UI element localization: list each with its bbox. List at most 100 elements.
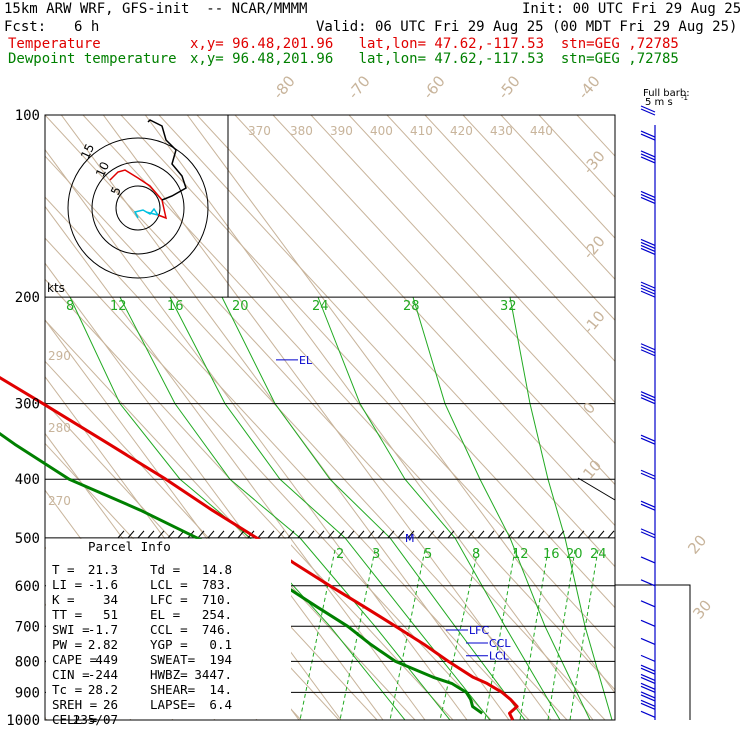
parcel-index-cell: SHEAR= [150, 682, 195, 697]
pressure-label: 800 [15, 654, 40, 670]
hatch-mark [497, 530, 505, 539]
parcel-index-cell: SWI = [52, 622, 90, 637]
isotherm [144, 115, 594, 720]
dry-adiabat [120, 115, 615, 650]
hatch-mark [277, 530, 285, 539]
hatch-mark [477, 530, 485, 539]
parcel-index-cell: YGP = [150, 637, 188, 652]
wind-barb [640, 637, 656, 645]
isotherm-label: 30 [689, 596, 715, 622]
hatch-mark [397, 530, 405, 539]
wind-barb-flag [640, 153, 656, 161]
dry-adiabat [348, 115, 615, 404]
parcel-info-title: Parcel Info [88, 539, 171, 554]
wind-barb [640, 579, 656, 587]
pressure-label: 300 [15, 397, 40, 413]
mixing-ratio-label: 5 [424, 547, 432, 562]
moist-adiabat [221, 296, 526, 720]
pressure-label: 400 [15, 472, 40, 488]
wind-barb [640, 556, 656, 564]
parcel-index-cell: 34 [103, 592, 118, 607]
parcel-index-cell: LFC = [150, 592, 188, 607]
parcel-index-cell: EL = [150, 607, 180, 622]
wind-barb [640, 130, 656, 141]
parcel-index-cell: K = [52, 592, 75, 607]
isotherm-label: 20 [684, 531, 710, 557]
dry-adiabat [462, 115, 615, 280]
parcel-index-cell: 2.82 [88, 637, 118, 652]
parcel-index-cell: Td = [150, 562, 180, 577]
dry-adiabat [500, 115, 615, 239]
wind-barb-flag [640, 391, 656, 399]
parcel-index-cell: 28.2 [88, 682, 118, 697]
wind-barb-flag [640, 600, 656, 608]
hatch-mark [587, 530, 595, 539]
dry-adiabat [386, 115, 615, 363]
isotherm-label: -60 [419, 72, 449, 102]
wind-barb-flag [640, 133, 656, 141]
dry-adiabat [538, 115, 615, 198]
hatch-mark [487, 530, 495, 539]
theta-label: 420 [450, 124, 473, 138]
parcel-index-cell: 0.1 [209, 637, 232, 652]
wind-barb-flag [640, 619, 656, 627]
hatch-mark [527, 530, 535, 539]
wind-barb-flag [640, 699, 656, 707]
hatch-mark [567, 530, 575, 539]
hatch-mark [407, 530, 415, 539]
parcel-marker-ccl: CCL [489, 637, 511, 650]
isotherm [45, 262, 384, 720]
wind-barb-flag [640, 503, 656, 511]
mixing-ratio-label: 8 [472, 547, 480, 562]
parcel-index-cell: 26 [103, 697, 118, 712]
dry-adiabat [272, 115, 615, 486]
isotherm-label: -50 [494, 72, 524, 102]
hatch-mark [287, 530, 295, 539]
mixing-ratio-label: 20 [566, 547, 583, 562]
theta-e-label: 8 [66, 299, 74, 314]
dry-adiabat [424, 115, 615, 322]
wind-barb-flag [640, 343, 656, 351]
parcel-index-cell: 6.4 [209, 697, 232, 712]
hodograph-ring [115, 185, 161, 231]
wind-barb-flag [640, 637, 656, 645]
wind-barb [640, 664, 656, 675]
wind-barb-flag [640, 238, 656, 246]
isotherm-label: 0 [579, 399, 599, 418]
wind-barb-flag [640, 394, 656, 402]
parcel-index-cell: Tc = [52, 682, 82, 697]
dry-adiabat [310, 115, 615, 445]
hatch-mark [137, 530, 145, 539]
wind-barb [640, 619, 656, 627]
dry-adiabat [45, 319, 416, 720]
temperature-profile [0, 376, 519, 721]
isotherm-label: -30 [579, 147, 609, 177]
dry-adiabat [45, 278, 454, 720]
wind-barb-flag [640, 349, 656, 357]
wind-barb [640, 500, 656, 511]
hatch-mark [467, 530, 475, 539]
wind-barb-flag [640, 710, 656, 718]
wind-barb-flag [640, 290, 656, 298]
hatch-mark [437, 530, 445, 539]
dewpoint-profile [0, 431, 484, 715]
parcel-index-cell: LCL = [150, 577, 188, 592]
wind-barb-flag [640, 664, 656, 672]
hatch-mark [577, 530, 585, 539]
moist-adiabat [317, 296, 561, 720]
parcel-index-cell: LI = [52, 577, 82, 592]
dry-adiabat [729, 115, 740, 720]
wind-barb-flag [640, 685, 656, 693]
moist-adiabat [412, 296, 591, 720]
hodograph-ring-label: 15 [78, 142, 97, 162]
hatch-mark [237, 530, 245, 539]
mixing-ratio-label: 12 [512, 547, 529, 562]
parcel-index-cell: 3447. [194, 667, 232, 682]
mixing-ratio-label: 24 [590, 547, 607, 562]
wind-barb-flag [640, 500, 656, 508]
dewpoint-legend-info: x,y= 96.48,201.96 lat,lon= 47.62,-117.53… [190, 51, 679, 67]
sounding-profiles [0, 376, 519, 721]
wind-barb-flag [640, 673, 656, 681]
wind-barb [640, 190, 656, 204]
mixing-ratio-line [484, 549, 516, 720]
